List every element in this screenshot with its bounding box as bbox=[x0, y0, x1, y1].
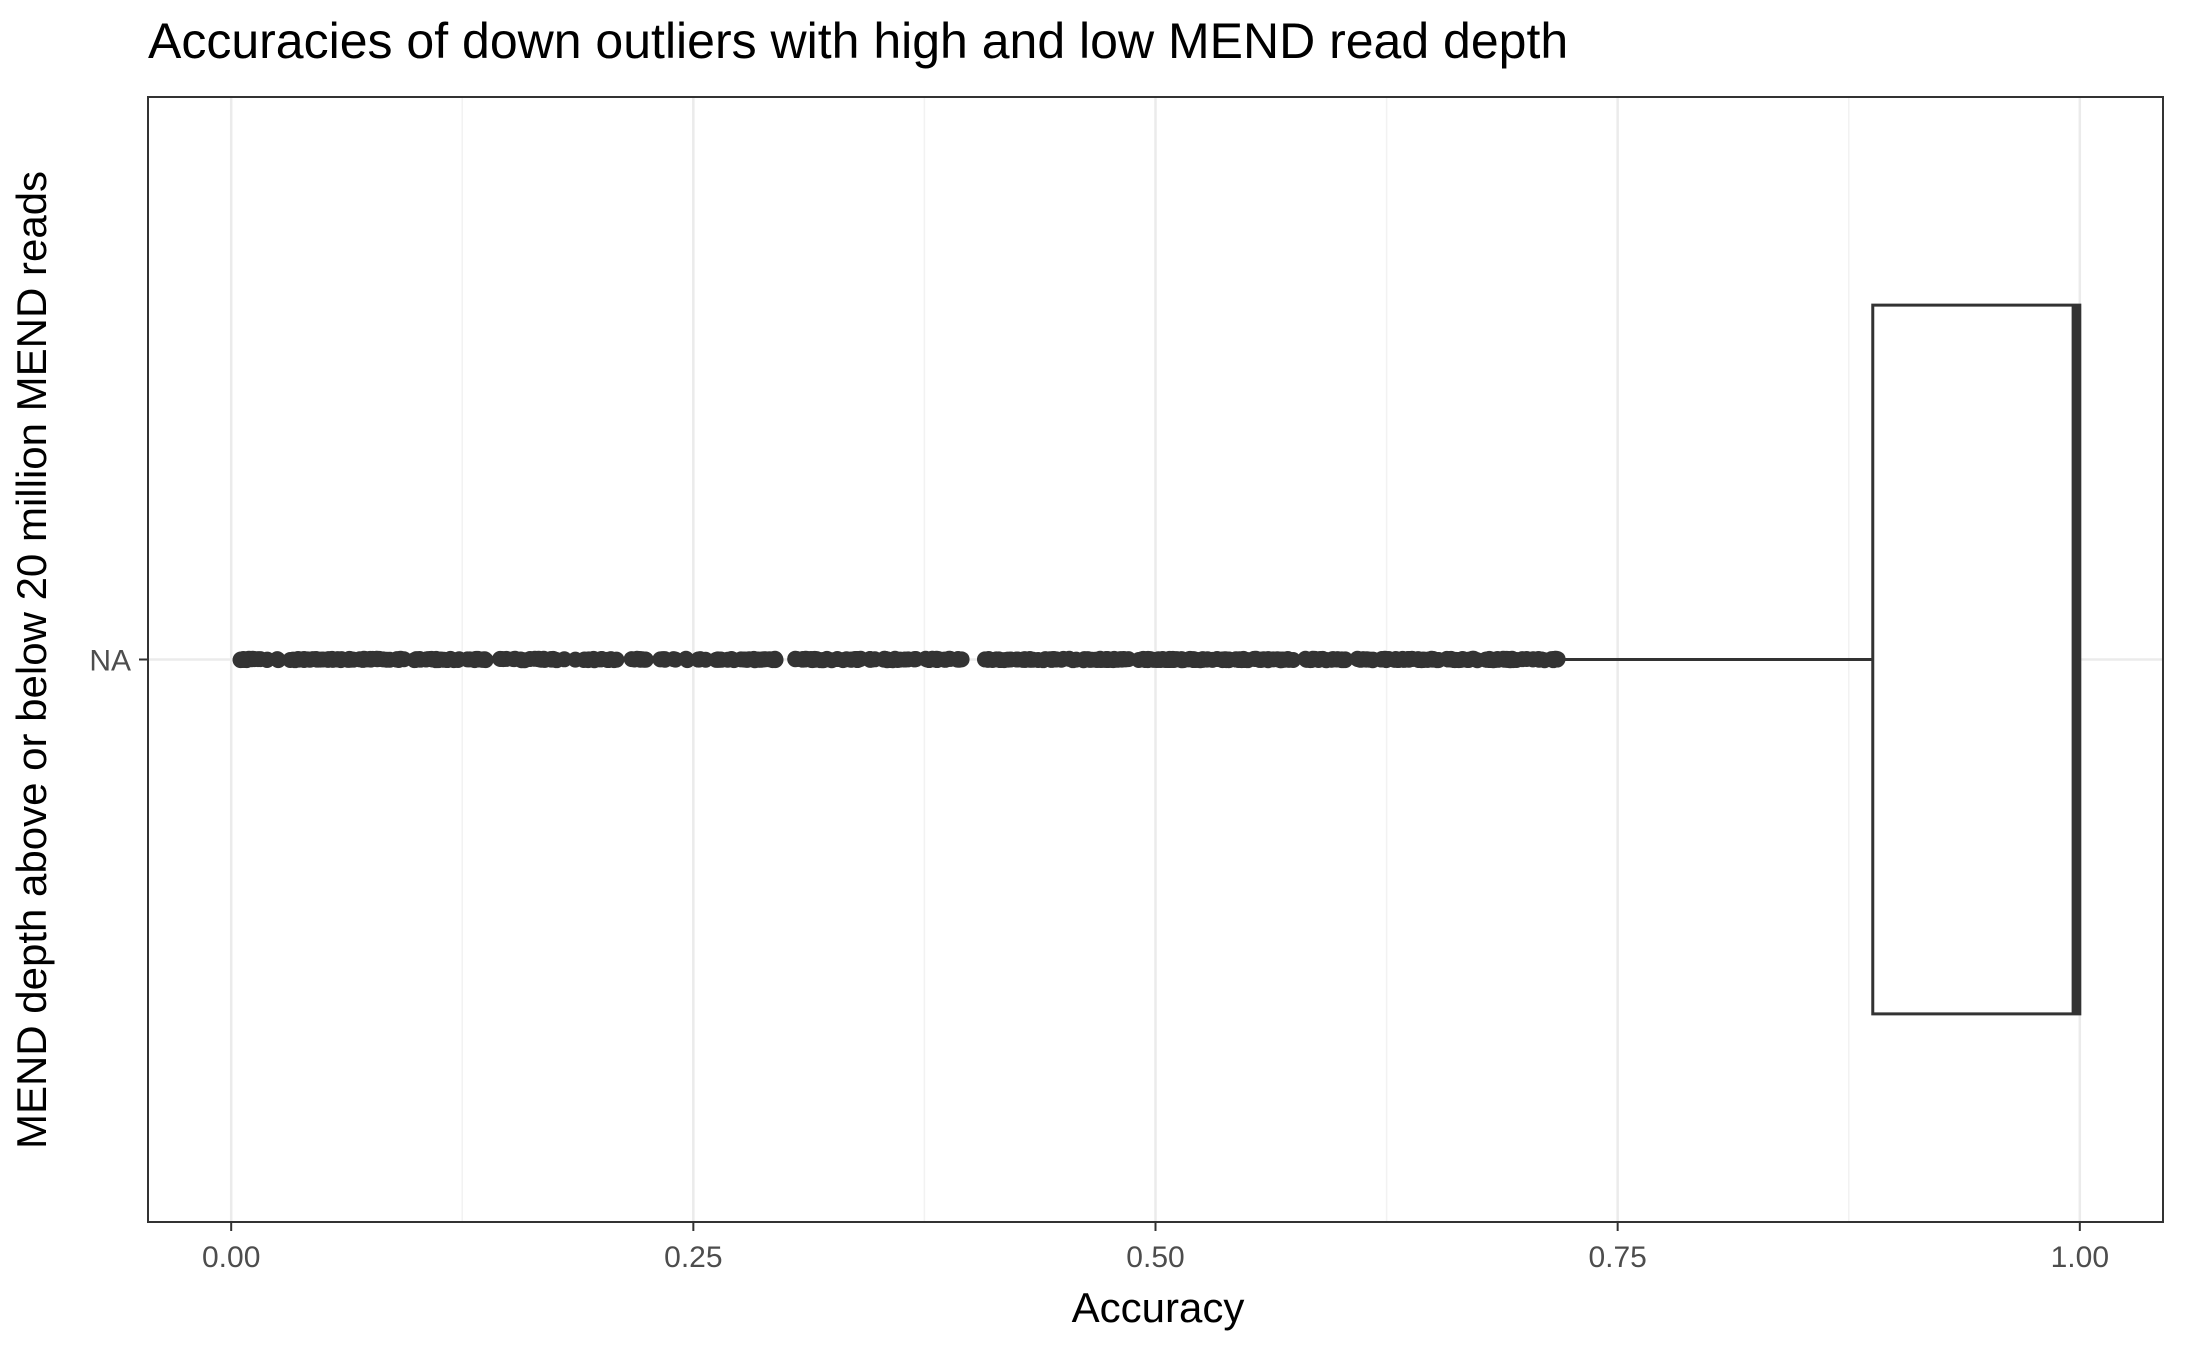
outlier-point bbox=[690, 651, 707, 668]
outlier-point bbox=[1396, 651, 1413, 668]
x-tick-label: 0.25 bbox=[664, 1241, 722, 1274]
outlier-point bbox=[924, 650, 941, 667]
outlier-point bbox=[1377, 650, 1394, 667]
outlier-point bbox=[249, 651, 266, 668]
outlier-point bbox=[493, 651, 510, 668]
outlier-point bbox=[677, 650, 694, 667]
outlier-point bbox=[848, 651, 865, 668]
outlier-point bbox=[368, 650, 385, 667]
outlier-point bbox=[1047, 651, 1064, 668]
outlier-point bbox=[739, 651, 756, 668]
outlier-point bbox=[656, 651, 673, 668]
y-tick-label: NA bbox=[89, 645, 131, 678]
outlier-point bbox=[1298, 651, 1315, 668]
outlier-point bbox=[764, 652, 781, 669]
outlier-point bbox=[1165, 651, 1182, 668]
outlier-point bbox=[388, 651, 405, 668]
outlier-point bbox=[232, 651, 249, 668]
outlier-point bbox=[292, 651, 309, 668]
outlier-point bbox=[608, 651, 625, 668]
chart-title: Accuracies of down outliers with high an… bbox=[148, 13, 1568, 69]
x-tick-label: 1.00 bbox=[2051, 1241, 2109, 1274]
outlier-point bbox=[896, 651, 913, 668]
outlier-point bbox=[980, 650, 997, 667]
outlier-point bbox=[308, 651, 325, 668]
outlier-point bbox=[1112, 651, 1129, 668]
outlier-point bbox=[1543, 651, 1560, 668]
outlier-point bbox=[1015, 651, 1032, 668]
outlier-point bbox=[949, 651, 966, 668]
outlier-point bbox=[548, 652, 565, 669]
outlier-point bbox=[1139, 650, 1156, 667]
outlier-point bbox=[862, 651, 879, 668]
outlier-point bbox=[1259, 651, 1276, 668]
outlier-point bbox=[1333, 651, 1350, 668]
outlier-point bbox=[332, 652, 349, 669]
outlier-point bbox=[812, 652, 829, 669]
outlier-point bbox=[1485, 652, 1502, 669]
axes: 0.00 0.25 0.50 0.75 1.00 NA bbox=[89, 645, 2109, 1275]
outlier-point bbox=[345, 651, 362, 668]
outlier-point bbox=[1274, 651, 1291, 668]
outlier-point bbox=[1096, 651, 1113, 668]
outlier-point bbox=[1237, 652, 1254, 669]
outlier-point bbox=[877, 650, 894, 667]
outlier-point bbox=[474, 651, 491, 668]
outlier-point bbox=[1419, 651, 1436, 668]
x-tick-label: 0.75 bbox=[1588, 1241, 1646, 1274]
outlier-point bbox=[269, 651, 286, 668]
outlier-point bbox=[1185, 652, 1202, 669]
outlier-point bbox=[450, 652, 467, 669]
y-axis-title: MEND depth above or below 20 million MEN… bbox=[8, 171, 55, 1149]
outlier-point bbox=[1317, 652, 1334, 669]
outlier-point bbox=[999, 651, 1016, 668]
outlier-point bbox=[1505, 652, 1522, 669]
x-axis-title: Accuracy bbox=[1072, 1284, 1245, 1331]
outlier-point bbox=[723, 651, 740, 668]
x-tick-label: 0.50 bbox=[1126, 1241, 1184, 1274]
outlier-point bbox=[1446, 652, 1463, 669]
box-iqr bbox=[1871, 303, 2082, 1016]
plot-data bbox=[232, 303, 2082, 1016]
outlier-point bbox=[410, 651, 427, 668]
outlier-point bbox=[1524, 651, 1541, 668]
outlier-point bbox=[576, 651, 593, 668]
outlier-point bbox=[512, 651, 529, 668]
outlier-point bbox=[834, 652, 851, 669]
outlier-point bbox=[1358, 651, 1375, 668]
x-tick-label: 0.00 bbox=[202, 1241, 260, 1274]
outlier-point bbox=[628, 650, 645, 667]
